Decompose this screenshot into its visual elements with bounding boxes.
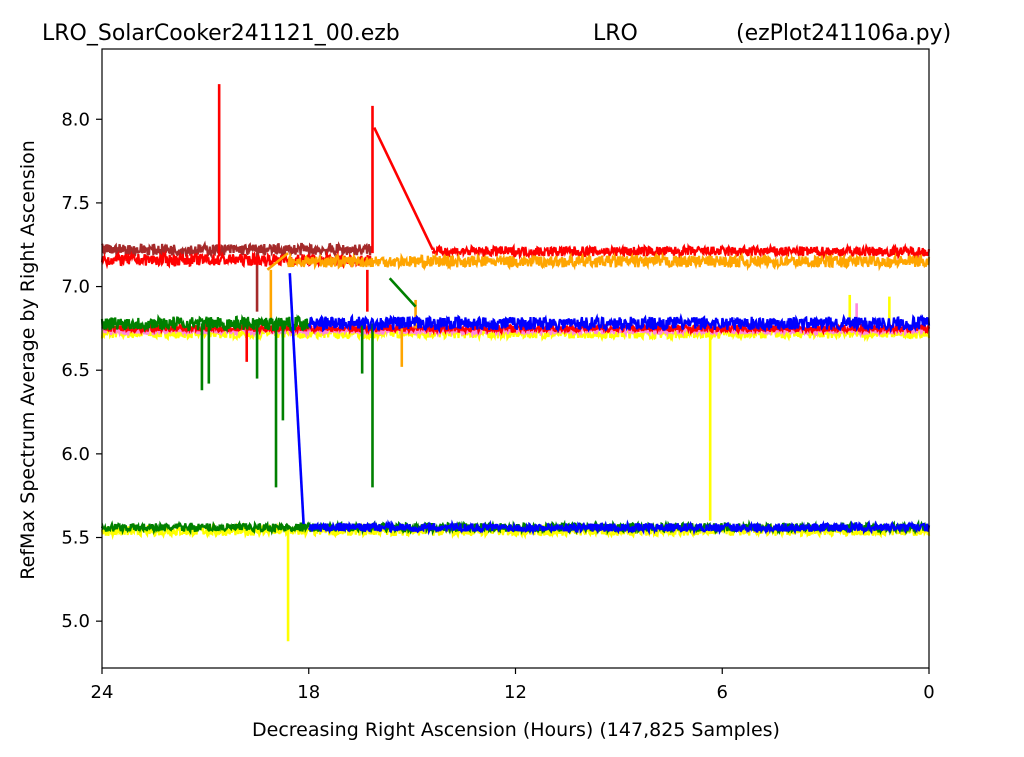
y-tick-label-0: 5.0 [61,611,90,632]
y-axis-label: RefMax Spectrum Average by Right Ascensi… [17,140,39,580]
series-3-link-0 [373,127,434,251]
file-label: LRO_SolarCooker241121_00.ezb [42,21,400,46]
series-5-link-0 [388,277,417,308]
series-3-band-1 [431,242,931,261]
series-2-band-0 [101,240,372,259]
series-6 [288,273,931,536]
series-6-band-1 [307,519,931,536]
x-axis-label: Decreasing Right Ascension (Hours) (147,… [252,719,780,741]
series-6-link-0 [288,273,305,525]
series-5-band-0 [100,313,310,334]
y-tick-label-6: 8.0 [61,109,90,130]
x-axis: 24 18 12 6 0 [91,668,935,703]
y-tick-label-4: 7.0 [61,277,90,298]
site-label: LRO [593,21,638,46]
y-tick-label-5: 7.5 [61,193,90,214]
series-4-link-0 [266,252,289,271]
y-tick-label-2: 6.0 [61,444,90,465]
x-tick-label-2: 12 [504,682,527,703]
series-6-band-0 [307,313,931,334]
x-tick-label-0: 24 [91,682,114,703]
x-tick-label-3: 6 [717,682,728,703]
series-5 [100,277,930,536]
plot-frame [101,48,930,669]
y-tick-label-1: 5.5 [61,528,90,549]
x-tick-label-1: 18 [297,682,320,703]
series-4-band-0 [287,251,931,272]
x-tick-label-4: 0 [923,682,934,703]
y-tick-label-3: 6.5 [61,360,90,381]
plot-area [100,84,931,642]
series-0 [100,294,931,642]
script-label: (ezPlot241106a.py) [736,21,951,46]
y-axis: 5.0 5.5 6.0 6.5 7.0 7.5 8.0 [61,109,102,632]
